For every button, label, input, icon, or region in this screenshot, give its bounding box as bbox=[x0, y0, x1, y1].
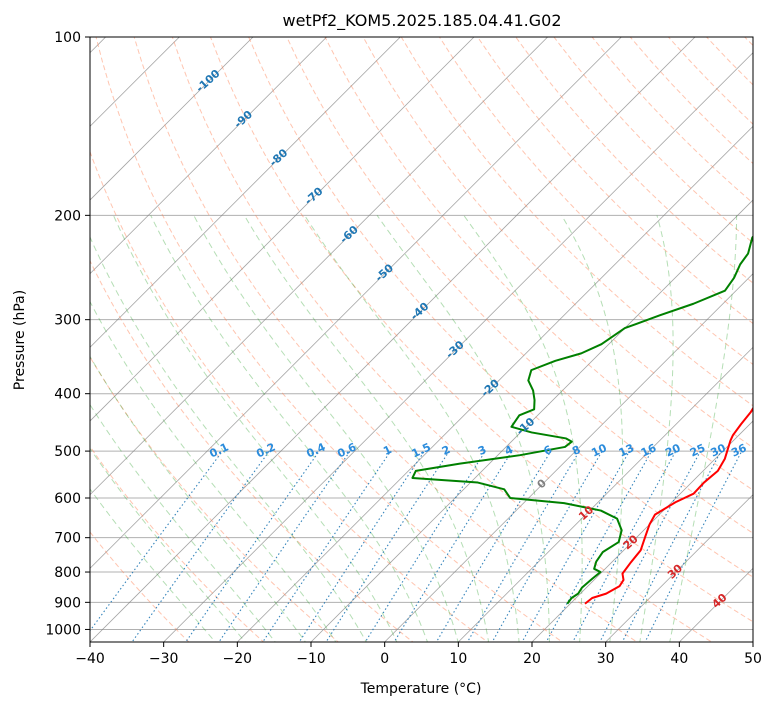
isotherm-line bbox=[310, 199, 753, 642]
moist-adiabat-line bbox=[243, 215, 490, 642]
isotherm-line bbox=[90, 37, 622, 569]
mixing-ratio-label: 10 bbox=[589, 441, 609, 459]
mixing-ratio-label: 13 bbox=[617, 441, 636, 459]
y-tick-label: 100 bbox=[54, 30, 81, 46]
isotherm-line bbox=[605, 494, 753, 642]
x-tick-label: 30 bbox=[597, 651, 615, 667]
dry-adiabat-line bbox=[90, 356, 339, 642]
isotherm-line bbox=[90, 37, 696, 642]
mixing-ratio-line bbox=[262, 450, 392, 642]
moist-adiabat-line bbox=[150, 215, 429, 642]
x-tick-label: −40 bbox=[75, 651, 105, 667]
dry-adiabat-line bbox=[95, 37, 564, 642]
x-tick-label: −30 bbox=[149, 651, 179, 667]
mixing-ratio-line bbox=[218, 450, 351, 642]
moist-adiabat-line bbox=[304, 215, 520, 642]
y-tick-label: 1000 bbox=[45, 622, 81, 638]
y-tick-label: 200 bbox=[54, 208, 81, 224]
x-tick-label: 50 bbox=[744, 651, 762, 667]
moist-adiabat-line bbox=[90, 235, 367, 642]
isotherm-line bbox=[90, 37, 254, 201]
mixing-ratio-line bbox=[466, 450, 580, 642]
y-tick-label: 400 bbox=[54, 387, 81, 403]
dry-adiabat-line bbox=[171, 37, 713, 642]
mixing-ratio-line bbox=[545, 450, 653, 642]
isotherm-line bbox=[384, 273, 753, 642]
isotherm-line bbox=[163, 52, 753, 642]
y-tick-label: 600 bbox=[54, 491, 81, 507]
mixing-ratio-line bbox=[131, 450, 270, 642]
plot-area bbox=[90, 37, 753, 642]
mixing-ratio-label: 30 bbox=[708, 441, 728, 459]
chart-title: wetPf2_KOM5.2025.185.04.41.G02 bbox=[282, 11, 561, 31]
moist-adiabat-line bbox=[112, 215, 398, 642]
isotherm-line bbox=[90, 37, 401, 348]
moist-adiabat-line bbox=[463, 215, 583, 642]
dry-adiabat-line bbox=[400, 37, 753, 407]
temperature-profile-line bbox=[584, 406, 753, 605]
mixing-ratio-line bbox=[90, 450, 223, 632]
dry-adiabat-line bbox=[248, 37, 753, 578]
mixing-ratio-label: 16 bbox=[639, 441, 659, 459]
isotherm-line bbox=[457, 346, 753, 642]
y-tick-label: 300 bbox=[54, 313, 81, 329]
plot-frame bbox=[89, 36, 754, 643]
moist-adiabat-line bbox=[561, 215, 624, 642]
x-tick-label: 20 bbox=[523, 651, 541, 667]
y-tick-label: 500 bbox=[54, 444, 81, 460]
dry-adiabat-line bbox=[90, 259, 414, 642]
mixing-ratio-label: 36 bbox=[729, 441, 749, 459]
dry-adiabat-line bbox=[90, 150, 489, 642]
isotherm-line bbox=[531, 420, 753, 642]
dry-adiabat-line bbox=[90, 531, 190, 642]
y-tick-label: 800 bbox=[54, 565, 81, 581]
x-tick-label: −10 bbox=[296, 651, 326, 667]
y-tick-label: 900 bbox=[54, 595, 81, 611]
mixing-ratio-line bbox=[435, 450, 552, 642]
isotherm-line bbox=[236, 125, 753, 642]
x-tick-label: 40 bbox=[670, 651, 688, 667]
y-tick-label: 700 bbox=[54, 531, 81, 547]
mixing-ratio-line bbox=[298, 450, 425, 642]
mixing-ratio-line bbox=[521, 450, 630, 642]
isotherm-line bbox=[90, 37, 475, 422]
isotherm-line bbox=[90, 37, 549, 496]
dry-adiabat-line bbox=[439, 37, 753, 366]
isotherm-line bbox=[90, 37, 328, 275]
mixing-ratio-line bbox=[572, 450, 677, 642]
x-axis: −40 −30 −20 −10 0 10 20 30 40 50 bbox=[75, 642, 762, 667]
mixing-ratio-line bbox=[393, 450, 513, 642]
mixing-ratio-line bbox=[364, 450, 486, 642]
mixing-ratio-label: 20 bbox=[663, 441, 683, 459]
x-axis-title: Temperature (°C) bbox=[360, 681, 482, 697]
dry-adiabat-line bbox=[133, 37, 638, 642]
dewpoint-profile-line bbox=[411, 235, 753, 605]
mixing-ratio-label: 25 bbox=[688, 441, 707, 459]
dry-adiabat-line bbox=[286, 37, 753, 534]
x-tick-label: −20 bbox=[223, 651, 253, 667]
y-axis: 100 200 300 400 500 600 700 800 900 1000 bbox=[45, 30, 90, 638]
mixing-ratio-line bbox=[491, 450, 603, 642]
x-tick-label: 0 bbox=[380, 651, 389, 667]
moist-adiabat-line bbox=[193, 215, 459, 642]
mixing-ratio-line bbox=[599, 450, 702, 642]
x-tick-label: 10 bbox=[449, 651, 467, 667]
dry-adiabat-line bbox=[324, 37, 753, 491]
y-axis-title: Pressure (hPa) bbox=[12, 290, 28, 390]
mixing-ratio-line bbox=[325, 450, 450, 642]
moist-adiabat-line bbox=[90, 355, 307, 642]
moist-adiabat-line bbox=[90, 300, 337, 642]
dry-adiabat-line bbox=[210, 37, 753, 623]
